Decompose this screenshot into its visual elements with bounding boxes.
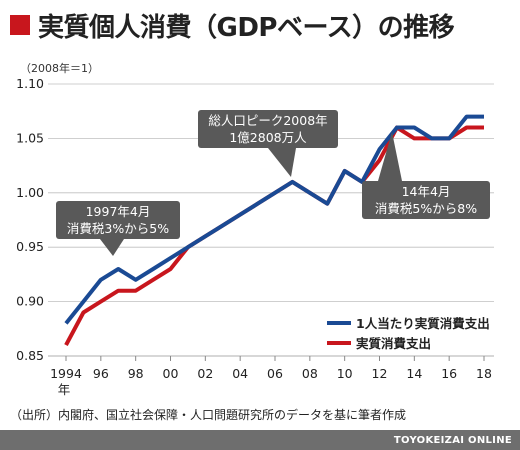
y-tick-label: 0.90: [16, 294, 44, 309]
unit-note: （2008年＝1）: [20, 62, 99, 75]
callout-text: 1億2808万人: [229, 130, 307, 145]
callout-text: 1997年4月: [86, 204, 151, 219]
x-tick-label: 1994: [50, 366, 82, 381]
chart-title: 実質個人消費（GDPベース）の推移: [38, 12, 455, 43]
callout-text: 14年4月: [402, 184, 451, 199]
x-tick-label: 06: [267, 366, 283, 381]
source-note: （出所）内閣府、国立社会保障・人口問題研究所のデータを基に筆者作成: [10, 408, 407, 422]
callout-pointer: [378, 132, 402, 181]
y-tick-label: 1.00: [16, 185, 44, 200]
title-row: 実質個人消費（GDPベース）の推移: [10, 8, 455, 43]
footer-bar: TOYOKEIZAI ONLINE: [0, 430, 520, 450]
callout-text: 消費税5%から8%: [375, 201, 477, 216]
y-tick-label: 0.85: [16, 348, 44, 363]
legend-label: 実質消費支出: [356, 336, 431, 351]
line-chart: 0.85 0.90 0.95 1.00 1.05 1.10 1994 96 98 00 02 04 0…: [16, 76, 494, 397]
y-tick-label: 1.10: [16, 76, 44, 91]
y-tick-label: 1.05: [16, 130, 44, 145]
series-line-1: [64, 114, 484, 325]
callout-box: [198, 110, 338, 148]
x-tick-label: 98: [128, 366, 144, 381]
x-tick-label: 04: [232, 366, 248, 381]
x-tick-label: 96: [93, 366, 109, 381]
callout-pointer: [100, 239, 124, 256]
x-tick-label: 08: [302, 366, 318, 381]
x-tick-label: 16: [441, 366, 457, 381]
annotation-callout: 総人口ピーク2008年 1億2808万人: [198, 110, 338, 177]
series-lines: [64, 114, 484, 347]
callout-text: 消費税3%から5%: [67, 221, 169, 236]
footer-brand: TOYOKEIZAI ONLINE: [393, 434, 512, 446]
callout-pointer: [268, 148, 296, 177]
x-tick-label: 14: [406, 366, 422, 381]
x-tick-label: 02: [197, 366, 213, 381]
y-axis-ticks: 0.85 0.90 0.95 1.00 1.05 1.10: [16, 76, 44, 363]
legend-label: 1人当たり実質消費支出: [356, 316, 490, 331]
x-axis-ticks: 1994 96 98 00 02 04 06 08 10 12 14 16 18 年: [50, 356, 492, 397]
x-tick-label: 12: [372, 366, 388, 381]
y-tick-label: 0.95: [16, 239, 44, 254]
x-tick-label: 10: [337, 366, 353, 381]
callout-box: [362, 181, 490, 219]
callout-box: [56, 201, 180, 239]
x-tick-label: 18: [476, 366, 492, 381]
callout-text: 総人口ピーク2008年: [208, 113, 327, 128]
title-marker-square: [10, 15, 30, 35]
x-tick-label: 00: [163, 366, 179, 381]
x-tick-sublabel: 年: [58, 382, 71, 397]
